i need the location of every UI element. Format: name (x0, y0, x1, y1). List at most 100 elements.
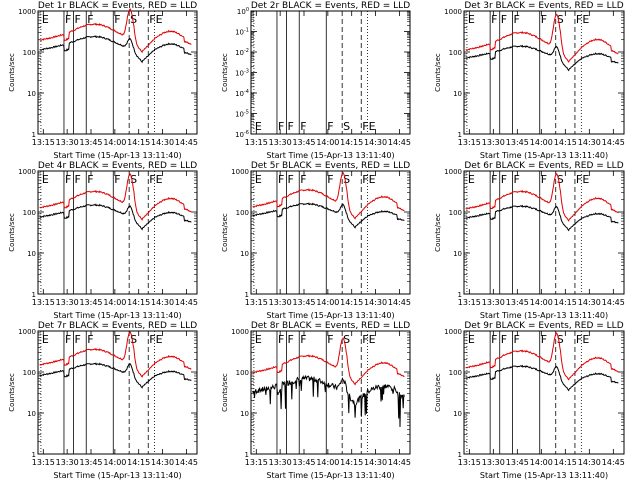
flag-label: F (491, 13, 497, 26)
series-lld-line (39, 173, 192, 221)
flag-label: F (514, 13, 520, 26)
y-tick-label: 100 (449, 209, 462, 217)
y-axis-label: Counts/sec (434, 213, 442, 252)
y-tick-label: 100 (23, 369, 36, 377)
x-tick-label: 14:45 (602, 298, 625, 307)
flag-label: F (149, 173, 155, 186)
flag-label: E (369, 173, 376, 186)
x-axis-label: Start Time (15-Apr-13 13:11:40) (266, 471, 394, 480)
x-tick-label: 14:30 (578, 458, 601, 467)
flag-label: E (42, 13, 49, 26)
series-events-line (39, 203, 192, 231)
y-axis-label: Counts/sec (8, 53, 16, 92)
x-tick-label: 13:15 (32, 138, 55, 147)
y-axis-label: Counts/sec (221, 53, 229, 92)
y-tick-exponent: -3 (244, 69, 249, 75)
panel-title: Det 3r BLACK = Events, RED = LLD (464, 1, 623, 11)
series-lld-line (465, 332, 619, 381)
y-tick-label: 10-3 (235, 69, 249, 78)
flag-label: E (369, 120, 376, 133)
x-axis-label: Start Time (15-Apr-13 13:11:40) (266, 151, 394, 160)
flag-label: E (156, 13, 163, 26)
y-axis-label: Counts/sec (8, 373, 16, 412)
y-tick-label: 1000 (18, 168, 36, 176)
flag-label: S (130, 173, 137, 186)
flag-label: F (87, 173, 93, 186)
y-tick-label: 10 (453, 90, 462, 98)
series-lld-line (465, 172, 619, 222)
x-tick-label: 14:00 (530, 298, 553, 307)
x-tick-label: 14:30 (364, 458, 387, 467)
x-tick-label: 14:45 (388, 298, 411, 307)
x-tick-label: 13:45 (79, 298, 102, 307)
flag-label: F (541, 333, 547, 346)
series-lld-line (252, 171, 405, 220)
y-tick-label: 100 (449, 369, 462, 377)
flag-label: F (300, 333, 306, 346)
y-tick-exponent: -6 (244, 130, 249, 136)
x-tick-label: 13:45 (506, 458, 529, 467)
y-tick-label: 10 (240, 410, 249, 418)
y-tick-label: 1 (32, 131, 36, 139)
plot-frame (37, 330, 198, 455)
x-tick-label: 14:00 (103, 298, 126, 307)
x-tick-label: 13:45 (292, 298, 315, 307)
y-axis-label: Counts/sec (434, 373, 442, 412)
x-tick-label: 14:30 (151, 138, 174, 147)
y-tick-label: 10-2 (235, 48, 249, 57)
flag-label: F (576, 333, 582, 346)
x-axis-label: Start Time (15-Apr-13 13:11:40) (480, 151, 608, 160)
x-tick-label: 14:30 (364, 298, 387, 307)
flag-label: F (501, 13, 507, 26)
y-tick-label: 1 (32, 451, 36, 459)
y-tick-label: 1000 (231, 168, 249, 176)
x-tick-label: 14:00 (316, 458, 339, 467)
y-tick-label: 1 (458, 291, 462, 299)
x-axis-label: Start Time (15-Apr-13 13:11:40) (266, 311, 394, 320)
flag-label: E (468, 173, 475, 186)
flag-label: F (65, 173, 71, 186)
x-tick-label: 14:45 (602, 138, 625, 147)
panel-title: Det 9r BLACK = Events, RED = LLD (464, 321, 623, 331)
x-tick-label: 13:30 (56, 138, 79, 147)
flag-label: E (255, 173, 262, 186)
x-tick-label: 14:30 (578, 298, 601, 307)
x-tick-label: 13:15 (458, 138, 481, 147)
y-tick-label: 100 (449, 49, 462, 57)
x-tick-label: 14:15 (340, 138, 363, 147)
flag-label: S (130, 13, 137, 26)
flag-label: F (327, 173, 333, 186)
y-tick-label: 10-1 (235, 28, 249, 37)
y-tick-label: 10 (453, 410, 462, 418)
flag-label: F (114, 333, 120, 346)
flag-label: S (130, 333, 137, 346)
y-tick-exponent: 0 (246, 7, 249, 13)
flag-label: S (557, 333, 564, 346)
plot-frame (463, 10, 625, 135)
y-tick-label: 10 (27, 410, 36, 418)
flag-label: E (156, 333, 163, 346)
y-tick-exponent: -2 (244, 48, 249, 54)
flag-label: F (278, 120, 284, 133)
y-tick-label: 1 (458, 131, 462, 139)
x-tick-label: 14:00 (530, 458, 553, 467)
x-tick-label: 14:30 (151, 458, 174, 467)
flag-label: S (343, 333, 350, 346)
series-lld-line (39, 331, 192, 378)
y-tick-label: 1000 (444, 328, 462, 336)
x-tick-label: 13:45 (506, 298, 529, 307)
plot-frame (250, 170, 411, 295)
x-tick-label: 14:00 (316, 298, 339, 307)
panel-4: Det 4r BLACK = Events, RED = LLD Start Ti… (8, 161, 198, 320)
x-tick-label: 13:15 (458, 458, 481, 467)
flag-label: F (87, 13, 93, 26)
flag-label: E (582, 333, 589, 346)
x-tick-label: 13:30 (482, 138, 505, 147)
y-tick-label: 1000 (444, 8, 462, 16)
series-events-line (465, 204, 619, 232)
series-events-line (252, 202, 405, 229)
plot-frame (37, 10, 198, 135)
flag-label: S (557, 13, 564, 26)
panel-6: Det 6r BLACK = Events, RED = LLD Start Ti… (434, 161, 625, 320)
